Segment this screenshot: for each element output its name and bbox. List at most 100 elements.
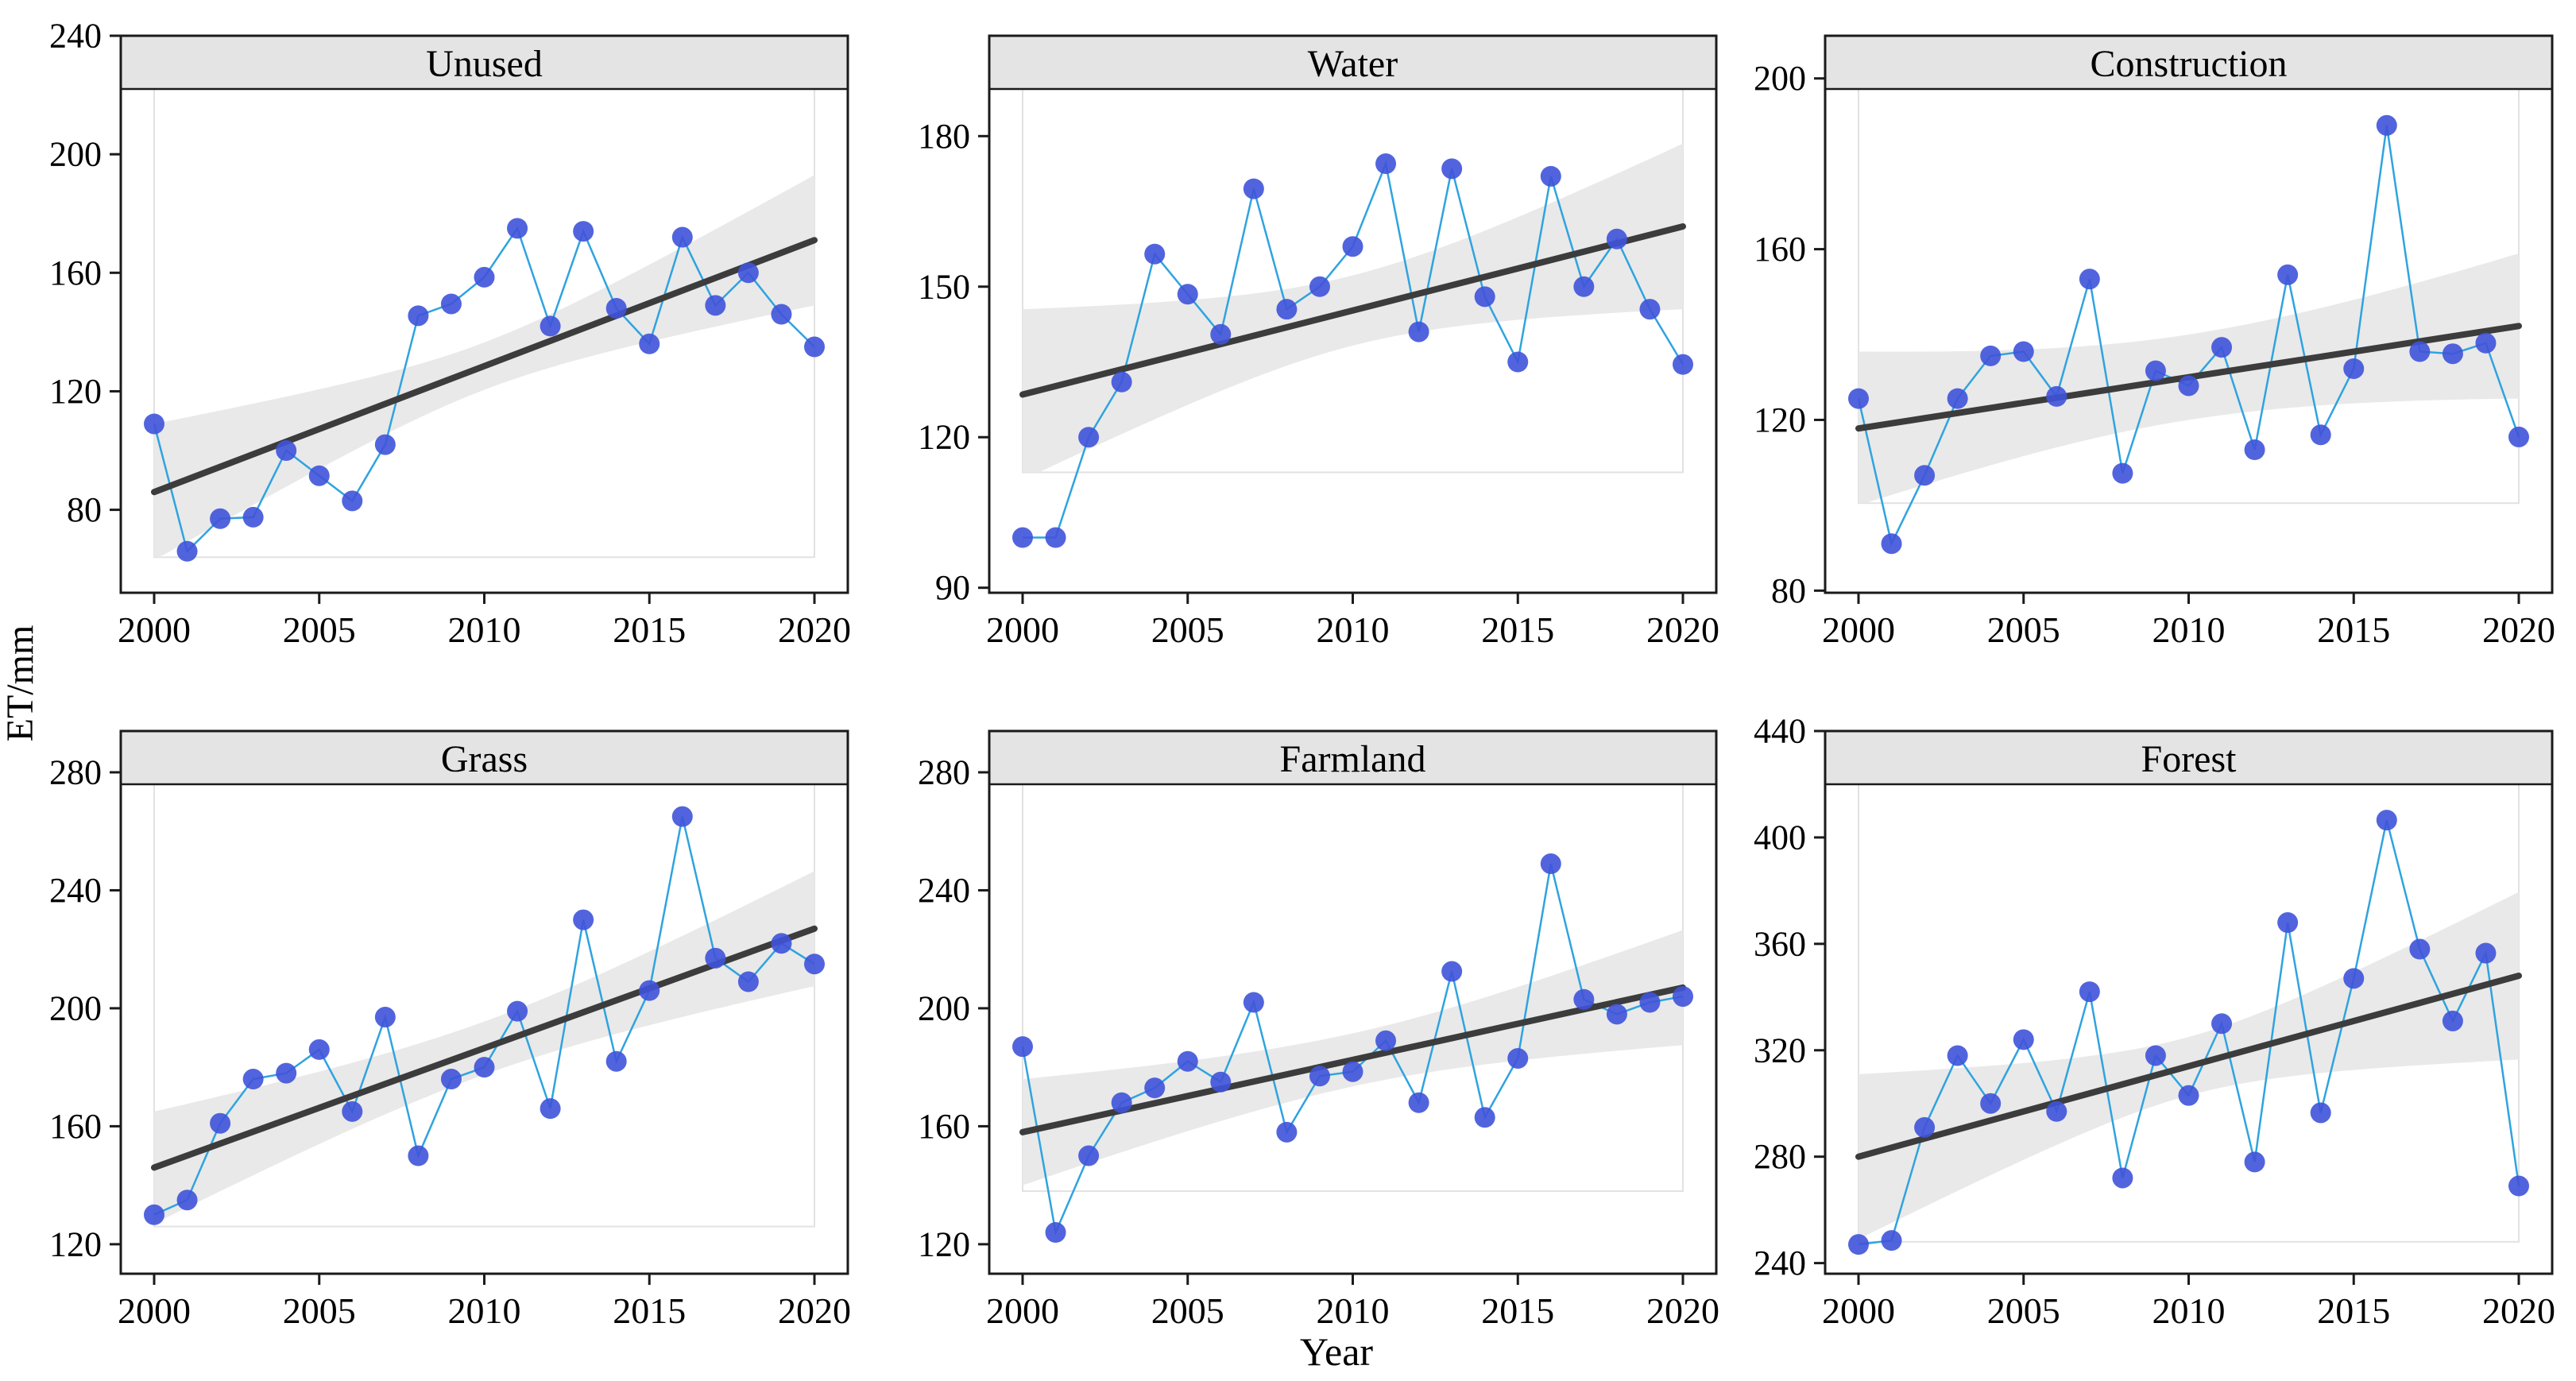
data-point — [1177, 284, 1198, 305]
data-point — [1673, 986, 1693, 1008]
data-point — [1573, 276, 1595, 297]
y-tick-label: 280 — [1754, 1137, 1806, 1176]
y-tick-label: 160 — [49, 253, 102, 292]
panel-border — [988, 34, 1718, 594]
y-tick-label: 120 — [918, 418, 970, 457]
data-point — [1848, 388, 1869, 409]
panel-forest: 240 280 320 360 400 440 2000 2005 2010 2015 2020 Fo… — [1754, 712, 2555, 1332]
data-point — [2376, 810, 2397, 831]
data-point — [2310, 424, 2331, 446]
panel-border — [988, 729, 1718, 1275]
y-tick-label: 280 — [49, 752, 102, 791]
data-point — [1881, 533, 1902, 555]
data-point — [342, 1101, 363, 1122]
data-point — [2277, 912, 2299, 934]
data-point — [1210, 323, 1232, 345]
panel-water: 90 120 150 180 2000 2005 2010 2015 2020 Water — [918, 34, 1719, 650]
y-tick-label: 200 — [1754, 59, 1806, 98]
y-tick-label: 240 — [49, 17, 102, 56]
data-point — [1914, 465, 1936, 486]
x-tick-label: 2000 — [986, 1290, 1059, 1331]
data-point — [2112, 462, 2133, 484]
data-point — [1078, 427, 1100, 448]
data-point — [474, 1057, 495, 1078]
data-point — [1243, 178, 1264, 199]
data-point — [771, 304, 792, 325]
data-point — [1980, 345, 2002, 366]
data-point — [1342, 1061, 1363, 1082]
data-point — [176, 540, 198, 562]
data-point — [440, 293, 462, 315]
y-tick-label: 90 — [935, 568, 970, 607]
x-tick-label: 2020 — [2482, 609, 2555, 650]
data-point — [2145, 360, 2166, 381]
y-tick-label: 180 — [918, 117, 970, 156]
data-point — [408, 1145, 429, 1166]
x-tick-label: 2015 — [2317, 1290, 2390, 1331]
data-point — [474, 266, 495, 288]
data-point — [1408, 321, 1429, 342]
data-point — [1606, 228, 1627, 250]
x-tick-label: 2010 — [1317, 609, 1390, 650]
data-point — [507, 1000, 528, 1022]
data-point — [1375, 153, 1397, 175]
data-point — [804, 336, 825, 358]
data-point — [1881, 1230, 1902, 1251]
plot-unused: 80 120 160 200 240 2000 2005 2010 2015 2020 Unused — [49, 17, 851, 651]
data-point — [276, 440, 297, 462]
y-tick-label: 150 — [918, 267, 970, 306]
data-point — [276, 1062, 297, 1084]
data-point — [1639, 299, 1661, 320]
plot-grass: 120 160 200 240 280 2000 2005 2010 2015 2020 Grass — [49, 729, 851, 1331]
data-point — [1276, 1121, 1298, 1143]
facet-title: Water — [1308, 43, 1398, 85]
data-point — [605, 1050, 627, 1072]
y-tick-label: 200 — [918, 988, 970, 1027]
data-point — [440, 1069, 462, 1090]
y-tick-label: 120 — [1754, 400, 1806, 439]
trend-line — [1855, 973, 2522, 1160]
data-point — [2409, 938, 2431, 960]
y-tick-label: 280 — [918, 752, 970, 791]
data-point — [1947, 1045, 1968, 1066]
x-tick-label: 2015 — [1481, 609, 1554, 650]
data-point — [2178, 1085, 2199, 1106]
data-point — [1408, 1092, 1429, 1113]
data-point — [2013, 341, 2034, 362]
x-tick-label: 2020 — [2482, 1290, 2555, 1331]
x-tick-label: 2020 — [778, 1290, 851, 1331]
facet-title: Forest — [2141, 738, 2238, 780]
x-tick-label: 2020 — [1646, 609, 1719, 650]
data-point — [1012, 527, 1033, 548]
facet-strip — [119, 34, 849, 91]
x-tick-label: 2010 — [2152, 1290, 2226, 1331]
data-point — [2409, 341, 2431, 362]
data-point — [2244, 439, 2265, 461]
data-point — [1474, 286, 1495, 308]
x-tick-label: 2000 — [986, 609, 1059, 650]
data-point — [176, 1190, 198, 1211]
data-point — [1606, 1004, 1627, 1025]
plot-forest: 240 280 320 360 400 440 2000 2005 2010 2015 2020 Fo… — [1754, 712, 2555, 1332]
y-tick-label: 320 — [1754, 1031, 1806, 1070]
data-point — [374, 434, 396, 455]
data-point — [2079, 269, 2100, 290]
data-point — [2508, 1175, 2529, 1197]
data-point — [1980, 1093, 2002, 1114]
data-point — [1474, 1107, 1495, 1128]
data-point — [540, 315, 561, 337]
data-point — [308, 1039, 330, 1060]
plot-farmland: 120 160 200 240 280 2000 2005 2010 2015 2020 Farml… — [918, 729, 1719, 1331]
y-tick-label: 160 — [1754, 230, 1806, 269]
data-point — [2475, 332, 2497, 354]
data-point — [1673, 354, 1693, 375]
data-point — [1914, 1116, 1936, 1138]
x-tick-label: 2010 — [448, 1290, 521, 1331]
data-point — [771, 933, 792, 954]
panel-unused: 80 120 160 200 240 2000 2005 2010 2015 2020 Unused — [49, 17, 851, 651]
data-point — [1045, 1222, 1066, 1244]
y-tick-label: 160 — [918, 1107, 970, 1146]
y-axis-label: ET/mm — [0, 625, 41, 742]
data-point — [804, 954, 825, 975]
data-point — [737, 971, 759, 992]
